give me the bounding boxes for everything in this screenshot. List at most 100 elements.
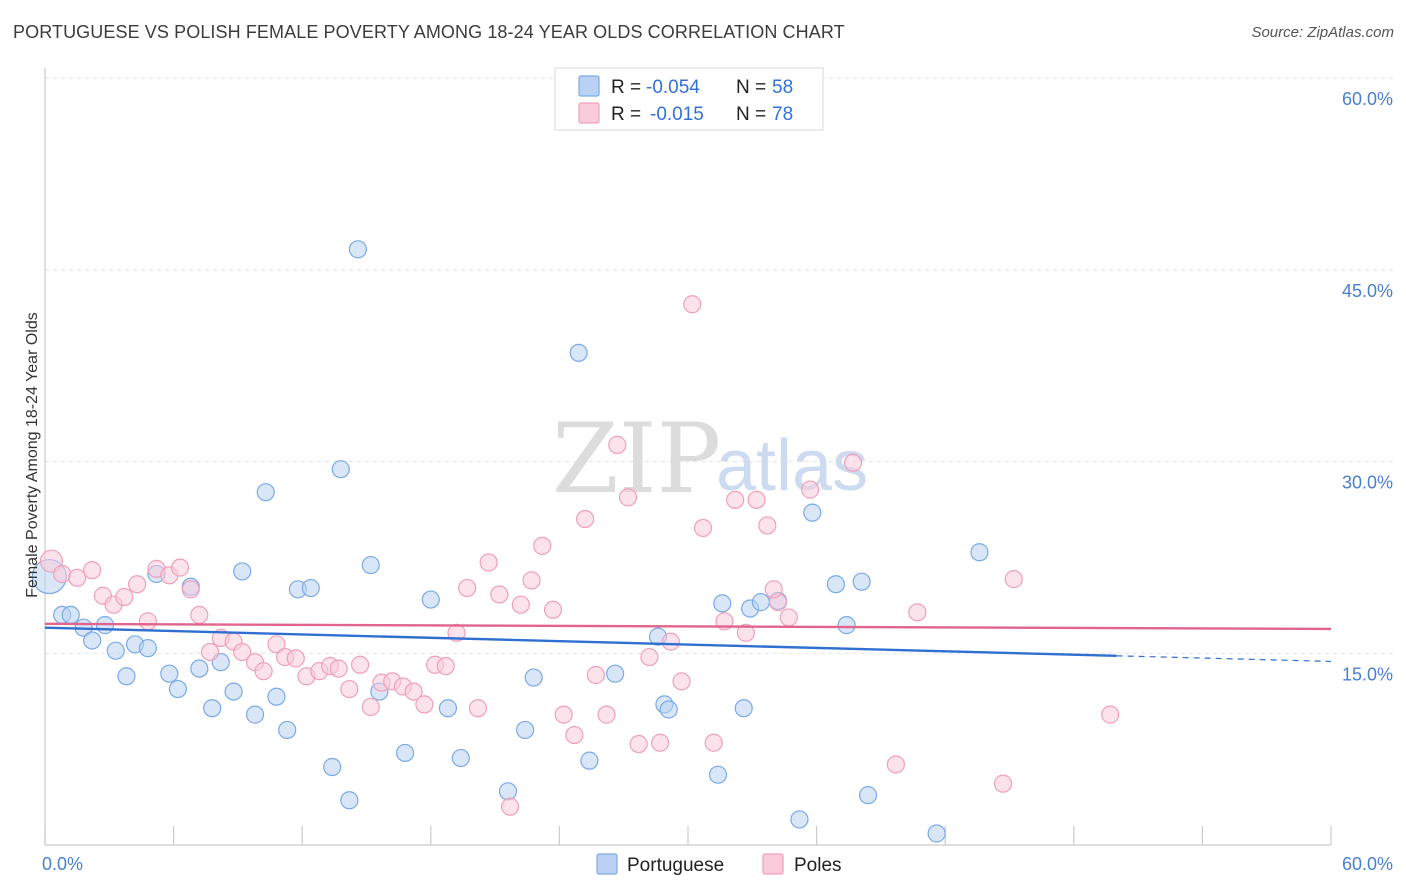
x-tick-label: 60.0% xyxy=(1342,854,1393,874)
point-poles xyxy=(533,536,552,555)
source-label: Source: ZipAtlas.com xyxy=(1251,24,1394,41)
trend-line-poles xyxy=(44,622,1332,631)
watermark-atlas: atlas xyxy=(716,426,868,506)
point-poles xyxy=(565,725,584,745)
point-portuguese xyxy=(138,639,157,658)
point-poles xyxy=(286,649,305,668)
point-poles xyxy=(522,571,541,590)
point-poles xyxy=(53,564,72,584)
point-portuguese xyxy=(256,483,275,502)
point-poles xyxy=(340,679,359,699)
bottom-legend-poles: Poles xyxy=(794,855,842,876)
legend-n-label-portuguese: N = xyxy=(736,77,766,98)
point-portuguese xyxy=(852,572,871,591)
legend-swatch-portuguese xyxy=(578,75,600,97)
point-poles xyxy=(83,561,102,580)
y-tick-label: 30.0% xyxy=(1342,473,1393,493)
y-tick-labels: 15.0% 30.0% 45.0% 60.0% xyxy=(1342,89,1393,684)
point-portuguese xyxy=(421,590,440,609)
point-portuguese xyxy=(708,765,728,784)
legend-r-label-portuguese: R = xyxy=(611,77,641,98)
point-portuguese xyxy=(516,720,535,740)
point-poles xyxy=(490,585,509,604)
y-axis-label: Female Poverty Among 18-24 Year Olds xyxy=(24,312,41,598)
point-poles xyxy=(576,509,595,529)
point-poles xyxy=(254,662,273,681)
point-poles xyxy=(350,655,370,674)
trend-lines xyxy=(44,622,1332,663)
x-tick-label: 0.0% xyxy=(42,854,83,874)
point-portuguese xyxy=(498,782,518,801)
point-portuguese xyxy=(301,578,320,598)
correlation-legend: R = -0.054 N = 58 R = -0.015 N = 78 xyxy=(554,67,824,131)
point-portuguese xyxy=(734,699,753,718)
point-poles xyxy=(661,632,680,651)
point-poles xyxy=(233,642,252,662)
watermark: ZIP atlas xyxy=(552,403,868,515)
point-poles xyxy=(68,568,87,587)
point-poles xyxy=(468,699,488,718)
legend-box xyxy=(554,67,824,131)
legend-r-value-poles: -0.015 xyxy=(650,104,704,125)
point-poles xyxy=(586,665,605,685)
point-portuguese xyxy=(160,664,179,683)
point-portuguese xyxy=(278,720,297,740)
point-poles xyxy=(436,656,455,676)
point-portuguese xyxy=(713,594,732,613)
point-poles xyxy=(1004,570,1023,589)
point-portuguese xyxy=(858,786,878,805)
point-portuguese xyxy=(117,667,136,686)
point-portuguese xyxy=(61,605,80,625)
point-poles xyxy=(736,623,755,642)
legend-r-label-poles: R = xyxy=(611,104,641,125)
point-portuguese xyxy=(190,659,209,678)
point-portuguese xyxy=(451,748,470,768)
point-portuguese xyxy=(790,810,809,829)
axes xyxy=(44,68,1332,846)
point-poles xyxy=(554,705,573,724)
point-portuguese xyxy=(323,757,342,777)
point-portuguese xyxy=(245,705,265,724)
point-portuguese xyxy=(837,616,856,635)
bottom-legend-swatch-poles xyxy=(762,853,784,875)
bottom-legend-portuguese: Portuguese xyxy=(627,855,724,876)
point-poles xyxy=(726,490,745,509)
point-poles xyxy=(479,553,498,572)
chart-title: PORTUGUESE VS POLISH FEMALE POVERTY AMON… xyxy=(13,22,845,42)
y-tick-label: 15.0% xyxy=(1342,664,1393,684)
point-poles xyxy=(801,480,820,499)
point-poles xyxy=(200,642,220,662)
point-portuguese xyxy=(340,791,359,810)
legend-n-value-poles: 78 xyxy=(772,104,793,125)
point-portuguese xyxy=(659,700,678,719)
point-portuguese xyxy=(751,593,770,612)
point-poles xyxy=(128,575,147,594)
bottom-legend-swatch-portuguese xyxy=(596,853,618,875)
point-portuguese xyxy=(524,668,543,687)
point-portuguese xyxy=(168,679,187,699)
point-portuguese xyxy=(106,641,125,660)
point-portuguese xyxy=(224,682,243,701)
point-portuguese xyxy=(83,631,102,650)
point-poles xyxy=(415,695,434,714)
point-poles xyxy=(758,516,777,535)
point-poles xyxy=(181,580,200,599)
data-points xyxy=(31,109,1120,843)
point-portuguese xyxy=(438,699,458,718)
point-poles xyxy=(267,635,286,654)
point-poles xyxy=(329,659,348,678)
point-portuguese xyxy=(826,575,845,594)
point-poles xyxy=(629,734,648,754)
point-poles xyxy=(908,603,927,622)
legend-n-label-poles: N = xyxy=(736,104,766,125)
point-portuguese xyxy=(803,503,822,522)
series-legend: Portuguese Poles xyxy=(596,853,842,876)
point-poles xyxy=(764,580,783,599)
point-portuguese xyxy=(927,824,946,843)
point-poles xyxy=(843,453,863,472)
point-portuguese xyxy=(395,743,415,763)
point-portuguese xyxy=(233,562,252,581)
y-tick-label: 60.0% xyxy=(1342,89,1393,109)
point-poles xyxy=(138,612,157,631)
point-poles xyxy=(993,774,1013,793)
